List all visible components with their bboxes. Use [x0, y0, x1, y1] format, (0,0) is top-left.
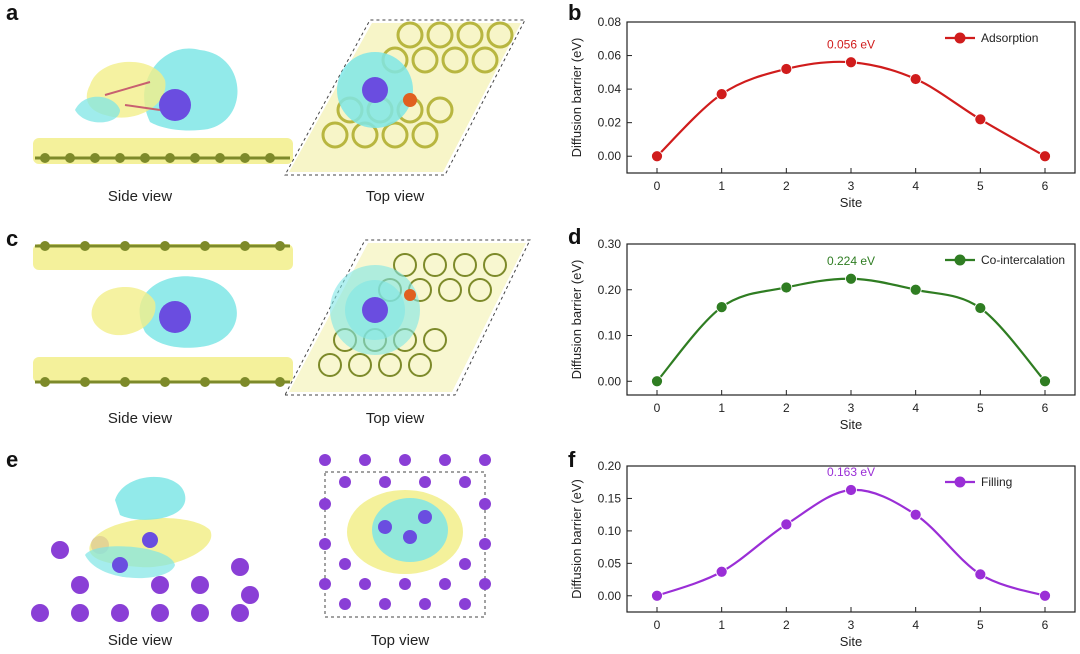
y-tick-label: 0.10: [598, 524, 622, 538]
y-tick-label: 0.06: [598, 49, 622, 63]
x-tick-label: 4: [912, 618, 919, 632]
legend-marker: [954, 32, 966, 44]
panel-letter-d: d: [568, 224, 582, 249]
top-view-adsorption-image: [284, 19, 526, 176]
data-point: [974, 302, 987, 314]
side-view-filling-image: [31, 476, 259, 622]
x-axis-label: Site: [840, 634, 862, 649]
peak-annotation: 0.056 eV: [827, 37, 875, 51]
data-point: [1039, 589, 1051, 602]
data-point: [1039, 375, 1051, 388]
y-axis-label: Diffusion barrier (eV): [569, 38, 584, 158]
x-tick-label: 3: [848, 401, 855, 415]
series-line: [656, 60, 1046, 158]
panel-letter-c: c: [6, 226, 19, 251]
y-tick-label: 0.00: [598, 589, 622, 603]
peak-annotation: 0.163 eV: [827, 465, 875, 479]
x-tick-label: 6: [1042, 618, 1049, 632]
legend-label: Adsorption: [981, 31, 1038, 45]
data-point: [715, 88, 728, 101]
caption-a-top: Top view: [365, 188, 425, 205]
y-tick-label: 0.20: [598, 283, 622, 297]
x-axis-label: Site: [840, 417, 862, 432]
top-view-cointercalation-image: [284, 239, 531, 396]
caption-a-side: Side view: [107, 188, 173, 205]
y-tick-label: 0.00: [598, 374, 622, 388]
data-point: [974, 113, 987, 126]
legend-label: Filling: [981, 475, 1012, 489]
series-line: [656, 488, 1046, 597]
legend-label: Co-intercalation: [981, 253, 1065, 267]
chart-f-filling: 0.00 0.05 0.10 0.15 0.20 0 1 2 3 4 5 6 Site Diffusion…: [569, 459, 1076, 649]
x-tick-label: 3: [848, 618, 855, 632]
y-tick-label: 0.00: [598, 149, 622, 163]
legend-marker: [954, 476, 966, 488]
y-tick-label: 0.02: [598, 116, 622, 130]
caption-c-side: Side view: [107, 410, 173, 427]
legend-marker: [954, 254, 966, 266]
x-tick-label: 1: [718, 401, 725, 415]
chart-b-adsorption: 0.00 0.02 0.04 0.06 0.08 0 1 2 3 4 5 6 Site Diffusion…: [569, 15, 1076, 210]
x-tick-label: 0: [654, 618, 661, 632]
y-axis-label: Diffusion barrier (eV): [569, 479, 584, 599]
caption-c-top: Top view: [365, 410, 425, 427]
x-tick-label: 2: [783, 618, 790, 632]
data-point: [651, 150, 663, 163]
data-point: [845, 484, 857, 496]
x-tick-label: 4: [912, 401, 919, 415]
x-tick-label: 5: [977, 401, 984, 415]
data-point: [845, 56, 857, 69]
x-tick-label: 5: [977, 179, 984, 193]
x-tick-label: 1: [718, 179, 725, 193]
side-view-cointercalation-image: [33, 241, 293, 387]
data-point: [909, 508, 922, 521]
y-axis-label: Diffusion barrier (eV): [569, 260, 584, 380]
y-tick-label: 0.04: [598, 82, 622, 96]
panel-letter-f: f: [568, 447, 576, 472]
x-tick-label: 3: [848, 179, 855, 193]
x-tick-label: 0: [654, 401, 661, 415]
x-tick-label: 2: [783, 401, 790, 415]
data-point: [1039, 150, 1051, 163]
data-point: [909, 283, 922, 296]
panel-letter-a: a: [6, 0, 19, 25]
x-tick-label: 4: [912, 179, 919, 193]
x-tick-label: 5: [977, 618, 984, 632]
data-point: [909, 73, 922, 85]
chart-d-cointercalation: 0.00 0.10 0.20 0.30 0 1 2 3 4 5 6 Site Diffusion bar…: [569, 237, 1076, 432]
y-tick-label: 0.05: [598, 556, 622, 570]
y-tick-label: 0.15: [598, 491, 622, 505]
panel-letter-b: b: [568, 0, 582, 25]
data-point: [651, 589, 663, 602]
x-axis-label: Site: [840, 195, 862, 210]
data-point: [780, 281, 793, 294]
data-point: [780, 518, 793, 531]
panel-letter-e: e: [6, 447, 19, 472]
y-tick-label: 0.10: [598, 329, 622, 343]
y-tick-label: 0.30: [598, 237, 622, 251]
data-point: [715, 301, 728, 314]
data-point: [715, 565, 728, 578]
x-tick-label: 6: [1042, 401, 1049, 415]
data-point: [651, 375, 663, 388]
series-line: [656, 277, 1046, 383]
y-tick-label: 0.20: [598, 459, 622, 473]
y-tick-label: 0.08: [598, 15, 622, 29]
peak-annotation: 0.224 eV: [827, 254, 875, 268]
data-point: [974, 568, 987, 581]
top-view-filling-image: [319, 454, 491, 618]
x-tick-label: 1: [718, 618, 725, 632]
side-view-adsorption-image: [33, 48, 293, 164]
x-tick-label: 2: [783, 179, 790, 193]
data-point: [845, 272, 857, 285]
caption-e-side: Side view: [107, 632, 173, 649]
x-tick-label: 0: [654, 179, 661, 193]
caption-e-top: Top view: [370, 632, 430, 649]
x-tick-label: 6: [1042, 179, 1049, 193]
data-point: [780, 63, 793, 75]
